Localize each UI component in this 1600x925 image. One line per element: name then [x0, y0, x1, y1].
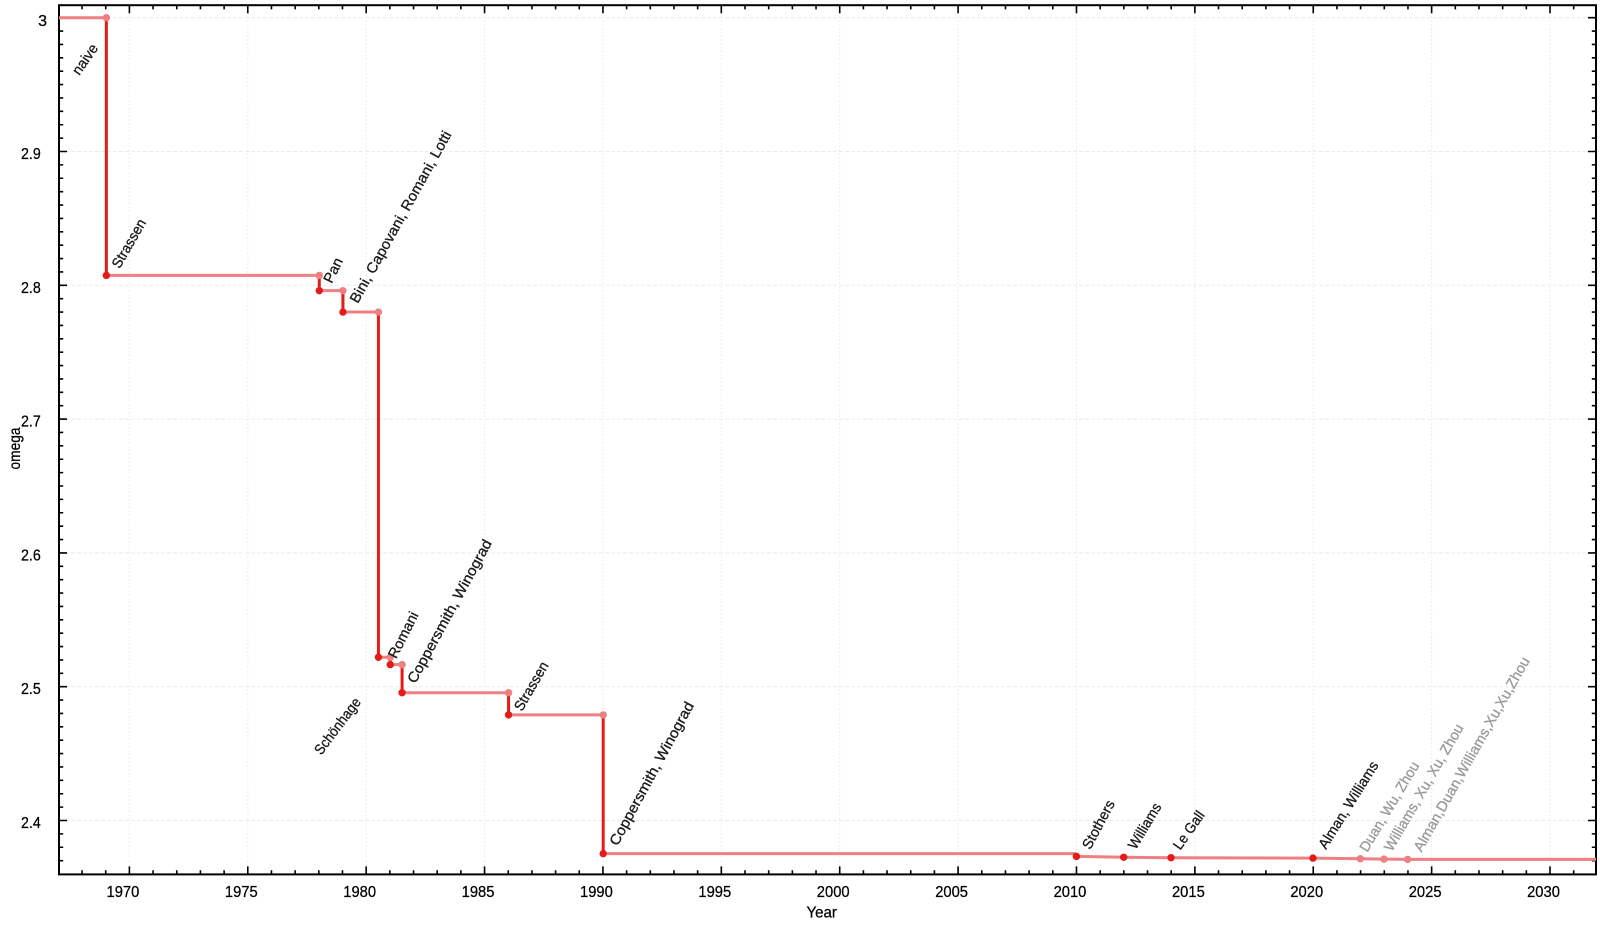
svg-text:2030: 2030	[1527, 884, 1560, 901]
svg-text:1980: 1980	[343, 884, 376, 901]
svg-text:1985: 1985	[462, 884, 495, 901]
svg-text:2010: 2010	[1054, 884, 1087, 901]
svg-text:1990: 1990	[580, 884, 613, 901]
svg-text:2.7: 2.7	[21, 414, 41, 431]
svg-text:2020: 2020	[1290, 884, 1323, 901]
svg-text:2.8: 2.8	[21, 280, 41, 297]
svg-text:Year: Year	[806, 905, 837, 921]
svg-text:2025: 2025	[1409, 884, 1442, 901]
svg-text:3: 3	[38, 13, 47, 30]
svg-text:2.4: 2.4	[21, 815, 41, 832]
svg-text:2.6: 2.6	[21, 547, 41, 564]
svg-text:2.9: 2.9	[21, 146, 41, 163]
svg-text:1970: 1970	[107, 884, 140, 901]
svg-text:2015: 2015	[1172, 884, 1205, 901]
svg-text:2005: 2005	[935, 884, 968, 901]
svg-text:1975: 1975	[225, 884, 258, 901]
svg-text:1995: 1995	[698, 884, 731, 901]
svg-text:2.5: 2.5	[21, 681, 41, 698]
svg-text:2000: 2000	[817, 884, 850, 901]
svg-text:omega: omega	[7, 427, 24, 469]
